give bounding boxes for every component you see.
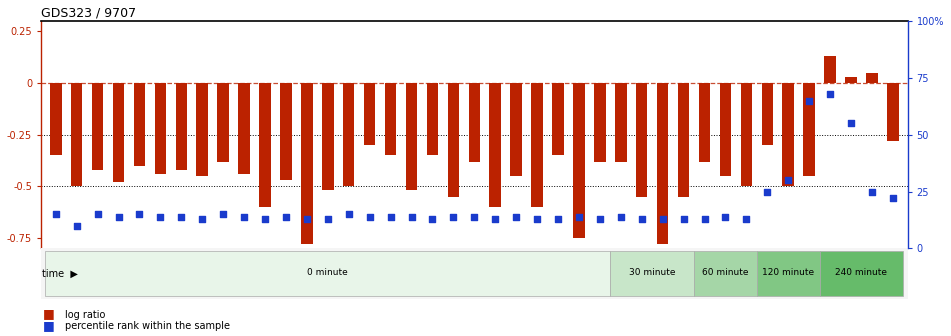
Point [467, 214, 482, 219]
Text: ■: ■ [43, 307, 54, 321]
Bar [197, 83, 208, 176]
Point [760, 189, 775, 194]
Bar [804, 83, 815, 176]
Text: 120 minute: 120 minute [762, 268, 814, 277]
Bar [155, 83, 166, 174]
Point [634, 216, 650, 221]
Bar [762, 83, 773, 145]
Point [404, 214, 419, 219]
Bar [50, 83, 62, 155]
Bar [845, 77, 857, 83]
Bar [385, 83, 397, 155]
Bar [720, 83, 731, 176]
Bar [611, 251, 694, 296]
Point [195, 216, 210, 221]
Bar [281, 83, 292, 180]
Bar [532, 83, 543, 207]
Point [551, 216, 566, 221]
Point [739, 216, 754, 221]
Bar [448, 83, 459, 197]
Point [885, 196, 901, 201]
Point [509, 214, 524, 219]
Bar [427, 83, 438, 155]
Bar [825, 56, 836, 83]
Bar [343, 83, 355, 186]
Bar [594, 83, 606, 162]
Bar [511, 83, 522, 176]
Bar [757, 251, 820, 296]
Point [655, 216, 670, 221]
Bar [866, 73, 878, 83]
Point [362, 214, 378, 219]
Bar [636, 83, 648, 197]
Point [425, 216, 440, 221]
Bar [887, 83, 899, 141]
Point [864, 189, 880, 194]
Point [781, 177, 796, 183]
Point [383, 214, 398, 219]
Text: percentile rank within the sample: percentile rank within the sample [65, 321, 230, 331]
Text: ■: ■ [43, 319, 54, 332]
Text: 0 minute: 0 minute [307, 268, 348, 277]
Bar [553, 83, 564, 155]
Bar [678, 83, 689, 197]
Point [49, 212, 64, 217]
Point [258, 216, 273, 221]
Bar [113, 83, 125, 182]
Bar [657, 83, 669, 244]
Point [111, 214, 126, 219]
Point [69, 223, 85, 228]
Point [174, 214, 189, 219]
Bar [694, 251, 757, 296]
Point [90, 212, 106, 217]
Bar [301, 83, 313, 244]
Bar [406, 83, 417, 191]
Bar [322, 83, 334, 191]
Point [530, 216, 545, 221]
Bar [820, 251, 903, 296]
Bar [615, 83, 627, 162]
Text: 240 minute: 240 minute [836, 268, 887, 277]
Point [844, 121, 859, 126]
Point [488, 216, 503, 221]
Point [132, 212, 147, 217]
Point [592, 216, 608, 221]
Text: time  ▶: time ▶ [42, 268, 78, 279]
Point [153, 214, 168, 219]
Point [216, 212, 231, 217]
Point [341, 212, 357, 217]
Point [320, 216, 336, 221]
Bar [469, 83, 480, 162]
Point [697, 216, 712, 221]
Bar [364, 83, 376, 145]
Bar [783, 83, 794, 186]
Bar [699, 83, 710, 162]
Bar [176, 83, 187, 170]
Bar [490, 83, 501, 207]
Text: 30 minute: 30 minute [629, 268, 675, 277]
Point [823, 91, 838, 96]
Point [802, 98, 817, 103]
Bar [134, 83, 146, 166]
Bar [92, 83, 104, 170]
Point [237, 214, 252, 219]
Bar [218, 83, 229, 162]
Bar [46, 251, 611, 296]
Point [572, 214, 587, 219]
Point [676, 216, 691, 221]
Point [300, 216, 315, 221]
Point [446, 214, 461, 219]
Point [613, 214, 629, 219]
Text: log ratio: log ratio [65, 309, 105, 320]
Bar [573, 83, 585, 238]
Bar [71, 83, 83, 186]
Point [279, 214, 294, 219]
Text: 60 minute: 60 minute [702, 268, 748, 277]
Point [718, 214, 733, 219]
Bar [239, 83, 250, 174]
Bar [741, 83, 752, 186]
Bar [260, 83, 271, 207]
Text: GDS323 / 9707: GDS323 / 9707 [41, 7, 136, 20]
